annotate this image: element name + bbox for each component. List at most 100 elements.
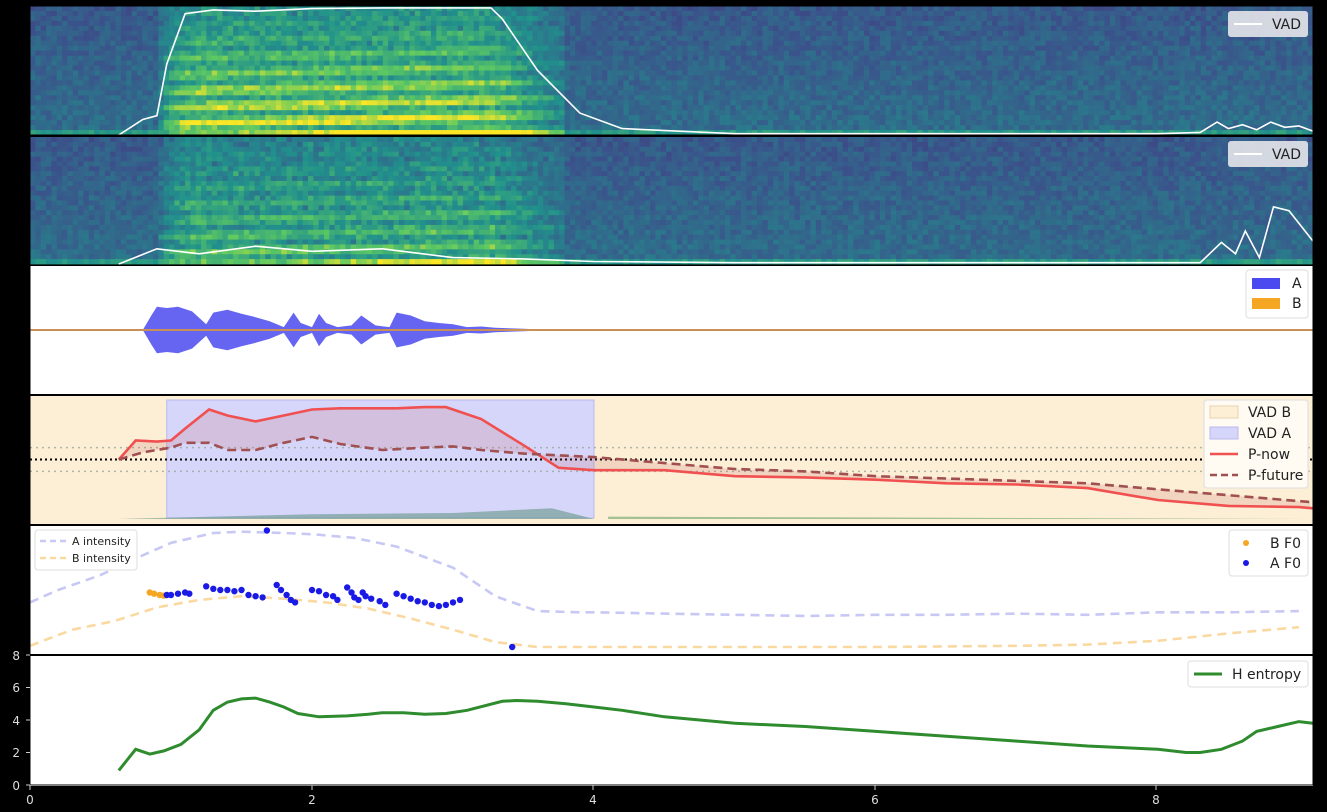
- spectrogram-cell: [120, 15, 127, 22]
- spectrogram-cell: [243, 110, 250, 116]
- spectrogram-cell: [537, 40, 544, 47]
- spectrogram-cell: [1013, 25, 1020, 32]
- spectrogram-cell: [78, 80, 84, 86]
- spectrogram-cell: [799, 100, 806, 106]
- spectrogram-cell: [206, 110, 213, 116]
- spectrogram-cell: [201, 20, 207, 27]
- spectrogram-cell: [270, 120, 277, 126]
- spectrogram-cell: [757, 125, 763, 131]
- spectrogram-cell: [965, 120, 972, 126]
- spectrogram-cell: [1029, 50, 1036, 57]
- spectrogram-cell: [879, 45, 886, 52]
- spectrogram-cell: [660, 125, 667, 131]
- spectrogram-cell: [495, 90, 501, 96]
- spectrogram-cell: [623, 90, 630, 96]
- spectrogram-cell: [970, 120, 977, 126]
- spectrogram-cell: [115, 15, 122, 22]
- spectrogram-cell: [564, 100, 571, 106]
- spectrogram-cell: [500, 115, 507, 121]
- spectrogram-cell: [94, 105, 100, 111]
- spectrogram-cell: [254, 130, 261, 136]
- spectrogram-cell: [548, 60, 555, 66]
- spectrogram-cell: [142, 60, 149, 66]
- spectrogram-cell: [307, 50, 314, 57]
- spectrogram-cell: [217, 100, 223, 106]
- spectrogram-cell: [933, 30, 940, 37]
- spectrogram-cell: [826, 70, 833, 76]
- spectrogram-cell: [131, 10, 138, 17]
- spectrogram-cell: [120, 55, 127, 61]
- spectrogram-cell: [152, 120, 159, 126]
- spectrogram-cell: [826, 115, 833, 121]
- spectrogram-cell: [906, 45, 913, 52]
- spectrogram-cell: [837, 15, 843, 22]
- spectrogram-cell: [548, 6, 555, 12]
- spectrogram-cell: [243, 45, 250, 52]
- spectrogram-cell: [612, 30, 619, 37]
- spectrogram-cell: [356, 15, 362, 22]
- spectrogram-cell: [446, 100, 453, 106]
- spectrogram-cell: [334, 25, 341, 32]
- spectrogram-cell: [735, 75, 742, 81]
- spectrogram-cell: [863, 35, 870, 42]
- spectrogram-cell: [789, 55, 795, 61]
- spectrogram-cell: [724, 35, 731, 42]
- spectrogram-cell: [233, 70, 239, 76]
- spectrogram-cell: [457, 10, 464, 17]
- spectrogram-cell: [1024, 130, 1031, 136]
- spectrogram-cell: [372, 40, 378, 47]
- spectrogram-cell: [960, 100, 966, 106]
- spectrogram-cell: [618, 80, 624, 86]
- spectrogram-cell: [596, 60, 603, 66]
- spectrogram-cell: [922, 30, 929, 37]
- spectrogram-cell: [719, 60, 726, 66]
- spectrogram-cell: [837, 125, 843, 131]
- spectrogram-cell: [960, 45, 966, 52]
- spectrogram-cell: [826, 10, 833, 17]
- spectrogram-cell: [500, 20, 507, 27]
- spectrogram-cell: [821, 55, 827, 61]
- spectrogram-cell: [976, 15, 982, 22]
- spectrogram-cell: [131, 85, 138, 91]
- spectrogram-cell: [933, 45, 940, 52]
- spectrogram-cell: [94, 15, 100, 22]
- spectrogram-cell: [62, 6, 68, 12]
- spectrogram-cell: [1013, 105, 1020, 111]
- spectrogram-cell: [340, 40, 346, 47]
- spectrogram-cell: [414, 40, 421, 47]
- spectrogram-cell: [297, 40, 304, 47]
- spectrogram-cell: [505, 80, 512, 86]
- spectrogram-cell: [511, 75, 517, 81]
- spectrogram-cell: [933, 75, 940, 81]
- spectrogram-cell: [297, 30, 304, 37]
- spectrogram-cell: [388, 120, 394, 126]
- spectrogram-cell: [906, 40, 913, 47]
- spectrogram-cell: [602, 35, 608, 42]
- spectrogram-cell: [559, 110, 565, 116]
- spectrogram-cell: [1040, 70, 1047, 76]
- spectrogram-cell: [879, 75, 886, 81]
- spectrogram-cell: [72, 6, 79, 12]
- spectrogram-cell: [195, 50, 202, 57]
- spectrogram-cell: [890, 55, 897, 61]
- spectrogram-cell: [126, 35, 132, 42]
- spectrogram-cell: [954, 125, 961, 131]
- spectrogram-cell: [356, 20, 362, 27]
- spectrogram-cell: [131, 55, 138, 61]
- spectrogram-cell: [879, 6, 886, 12]
- spectrogram-cell: [468, 95, 475, 101]
- spectrogram-cell: [436, 25, 443, 32]
- spectrogram-cell: [142, 100, 149, 106]
- spectrogram-cell: [270, 50, 277, 57]
- spectrogram-cell: [372, 95, 378, 101]
- spectrogram-cell: [511, 15, 517, 22]
- spectrogram-cell: [136, 35, 143, 42]
- spectrogram-cell: [1035, 40, 1041, 47]
- spectrogram-cell: [46, 20, 52, 27]
- spectrogram-cell: [773, 55, 779, 61]
- spectrogram-cell: [361, 20, 368, 27]
- spectrogram-cell: [992, 110, 998, 116]
- spectrogram-cell: [398, 85, 405, 91]
- spectrogram-cell: [698, 30, 704, 37]
- spectrogram-cell: [928, 90, 934, 96]
